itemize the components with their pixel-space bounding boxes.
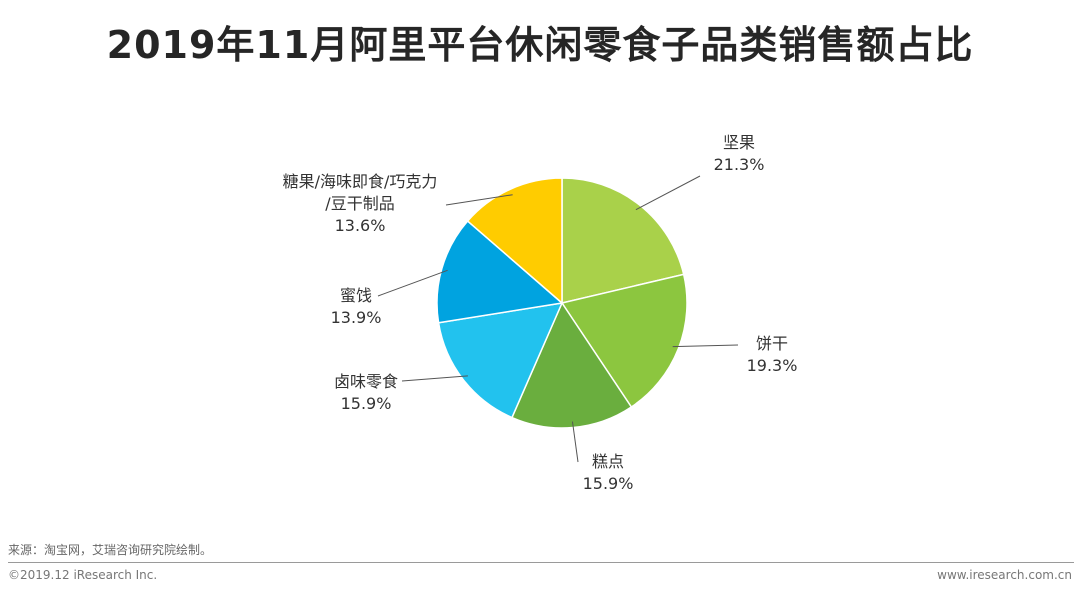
slice-label-pastry: 糕点 15.9% <box>582 452 634 493</box>
leader-line-pastry <box>571 421 579 463</box>
slice-label-braised-snacks: 卤味零食 15.9% <box>333 372 398 413</box>
pie-slice-candy-others <box>466 177 563 305</box>
chart-title: 2019年11月阿里平台休闲零食子品类销售额占比 <box>106 23 974 67</box>
slice-label-nuts: 坚果 21.3% <box>713 133 765 174</box>
pie-slice-candied-fruit <box>436 219 564 324</box>
leader-line-nuts <box>635 175 701 211</box>
leader-line-candied-fruit <box>377 269 448 297</box>
pie-slice-braised-snacks <box>437 302 564 419</box>
slice-label-biscuits: 饼干 19.3% <box>746 334 798 375</box>
leader-line-biscuits <box>672 344 739 348</box>
copyright-text: ©2019.12 iResearch Inc. <box>8 568 158 582</box>
website-link[interactable]: www.iresearch.com.cn <box>937 568 1072 582</box>
source-note: 来源：淘宝网，艾瑞咨询研究院绘制。 <box>8 543 213 557</box>
slice-label-candied-fruit: 蜜饯 13.9% <box>330 286 382 327</box>
leader-line-candy-others <box>445 194 513 206</box>
leader-line-braised-snacks <box>401 375 468 382</box>
footer-divider <box>8 562 1074 563</box>
pie-slice-nuts <box>561 177 685 304</box>
slice-label-candy-others: 糖果/海味即食/巧克力 /豆干制品 13.6% <box>282 172 438 235</box>
pie-slice-biscuits <box>560 273 688 409</box>
